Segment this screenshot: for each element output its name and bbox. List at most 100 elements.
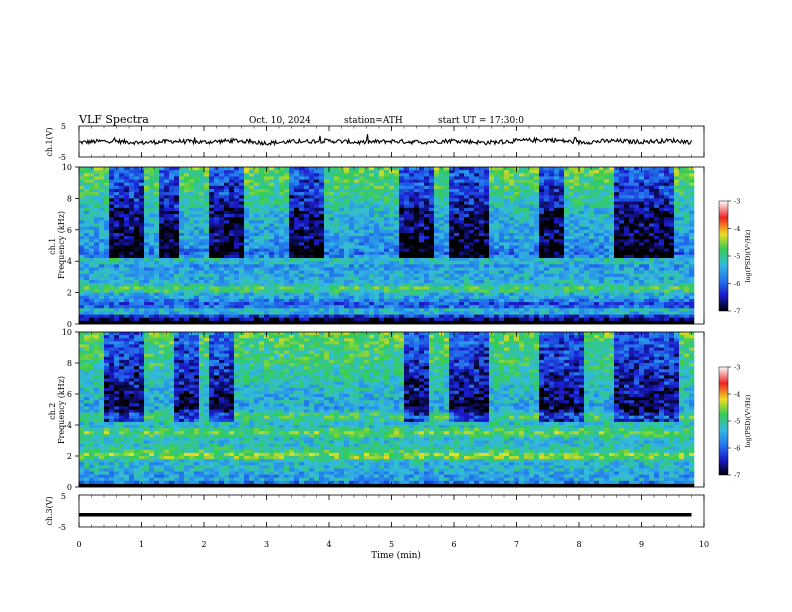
spec1-cell <box>184 267 190 271</box>
spec1-cell <box>374 276 380 281</box>
spec1-cell <box>104 210 110 215</box>
spec1-cell <box>114 176 120 180</box>
spec1-cell <box>119 261 125 265</box>
spec1-cell <box>174 280 180 284</box>
spec1-cell <box>199 248 205 253</box>
spec1-cell <box>314 173 320 177</box>
spec1-cell <box>409 239 415 243</box>
spec1-cell <box>529 251 535 256</box>
spec1-cell <box>229 204 235 209</box>
spec1-cell <box>434 192 440 196</box>
spec1-cell <box>84 220 90 224</box>
spec1-cell <box>519 248 525 253</box>
spec1-cell <box>509 214 515 218</box>
spec1-cell <box>349 292 355 297</box>
spec1-cell <box>329 280 335 284</box>
spec1-cell <box>479 248 485 253</box>
spec1-cell <box>204 217 210 221</box>
spec1-cell <box>624 204 630 209</box>
spec1-cell <box>519 179 525 183</box>
spec1-cell <box>449 261 455 265</box>
spec1-cell <box>439 239 445 243</box>
spec1-cell <box>104 217 110 221</box>
spec1-cell <box>554 214 560 218</box>
spec1-cell <box>139 229 145 234</box>
spec1-cell <box>614 185 620 190</box>
spec1-cell <box>679 204 685 209</box>
spec1-cell <box>159 185 165 190</box>
spec1-cell <box>509 182 515 187</box>
spec1-cell <box>529 210 535 215</box>
spec1-cell <box>674 242 680 246</box>
spec1-cell <box>594 214 600 218</box>
spec1-cell <box>184 207 190 212</box>
spec1-cell <box>324 182 330 187</box>
spec1-cell <box>284 254 290 259</box>
spec1-cell <box>429 261 435 265</box>
spec1-cell <box>184 167 190 171</box>
spec1-cell <box>374 176 380 180</box>
spec1-cell <box>359 289 365 293</box>
spec1-cell <box>499 273 505 278</box>
spec1-cell <box>324 289 330 293</box>
spec1-cell <box>399 220 405 224</box>
spec1-cell <box>229 188 235 193</box>
spec1-cell <box>614 179 620 183</box>
spec1-cell <box>414 283 420 287</box>
spec1-cell <box>524 170 530 174</box>
spec1-cell <box>609 239 615 243</box>
spec1-cell <box>639 179 645 183</box>
spec1-cell <box>139 220 145 224</box>
spec1-cell <box>489 289 495 293</box>
spec1-cell <box>154 232 160 237</box>
spec1-cell <box>589 220 595 224</box>
spec1-cell <box>454 242 460 246</box>
spec1-cell <box>434 217 440 221</box>
spec1-cell <box>539 223 545 227</box>
spec1-cell <box>414 270 420 275</box>
spec1-cell <box>534 261 540 265</box>
spec1-cell <box>529 254 535 259</box>
spec1-cell <box>679 276 685 281</box>
spec1-cell <box>654 176 660 180</box>
spec1-cell <box>184 185 190 190</box>
spec1-cell <box>174 173 180 177</box>
spec1-cell <box>89 195 95 199</box>
spec1-cell <box>194 289 200 293</box>
spec1-cell <box>289 251 295 256</box>
spec1-cell <box>319 210 325 215</box>
spec1-cell <box>484 242 490 246</box>
spec1-cell <box>519 242 525 246</box>
spec1-cell <box>404 276 410 281</box>
spec1-cell <box>309 185 315 190</box>
spec1-cell <box>379 185 385 190</box>
spec1-cell <box>684 236 690 240</box>
spec1-cell <box>124 286 130 290</box>
spec1-cell <box>534 217 540 221</box>
spec1-cell <box>279 273 285 278</box>
spec1-cell <box>414 188 420 193</box>
spec1-cell <box>604 217 610 221</box>
spec1-cell <box>464 217 470 221</box>
spec1-cell <box>344 188 350 193</box>
spec1-cell <box>449 204 455 209</box>
spec1-cell <box>154 261 160 265</box>
spec1-cell <box>254 220 260 224</box>
spec1-cell <box>289 185 295 190</box>
spec1-cell <box>159 198 165 202</box>
spec1-cell <box>204 258 210 262</box>
spec1-cell <box>269 248 275 253</box>
spec1-cell <box>559 289 565 293</box>
spec1-cell <box>294 251 300 256</box>
spec1-cell <box>224 223 230 227</box>
spec1-cell <box>454 254 460 259</box>
spec1-cell <box>359 179 365 183</box>
spec1-cell <box>679 214 685 218</box>
spec1-cell <box>469 170 475 174</box>
spec1-cell <box>669 204 675 209</box>
spec1-cell <box>304 217 310 221</box>
spec1-cell <box>304 232 310 237</box>
spec1-cell <box>234 258 240 262</box>
spec1-cell <box>99 201 105 205</box>
spec1-cell <box>299 270 305 275</box>
